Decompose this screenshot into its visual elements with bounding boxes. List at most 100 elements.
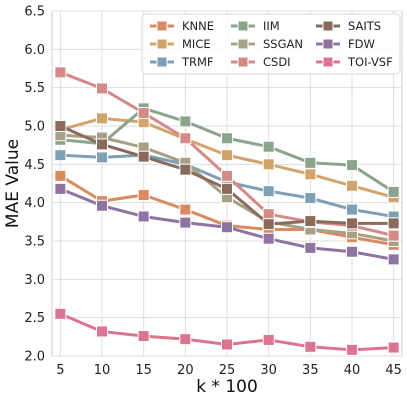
data-point-iim (387, 185, 400, 198)
data-point-csdi (96, 82, 108, 95)
data-point-trmf (262, 185, 275, 198)
legend-label: SAITS (348, 19, 381, 33)
data-point-fdw (54, 182, 67, 195)
data-point-mice (221, 149, 233, 162)
data-point-fdw (137, 210, 150, 223)
data-point-saits (304, 215, 317, 228)
data-point-knne (54, 169, 67, 182)
legend-swatch-marker (156, 38, 168, 50)
y-tick-label: 5.5 (24, 81, 45, 96)
legend-item-toi-vsf: TOI-VSF (316, 55, 393, 69)
data-point-saits (179, 163, 192, 176)
x-tick-label: 10 (94, 363, 111, 378)
legend-item-trmf: TRMF (150, 55, 214, 69)
data-point-toi-vsf (96, 325, 108, 338)
data-point-toi-vsf (137, 330, 150, 343)
legend-swatch-marker (237, 20, 249, 32)
x-tick-label: 45 (385, 363, 402, 378)
data-point-fdw (179, 216, 192, 229)
series-csdi (54, 66, 400, 242)
data-point-saits (262, 218, 275, 231)
data-point-iim (221, 132, 233, 145)
x-tick-label: 30 (260, 363, 277, 378)
legend-item-csdi: CSDI (231, 55, 291, 69)
data-point-fdw (346, 245, 358, 258)
data-point-toi-vsf (346, 343, 358, 356)
data-point-saits (96, 138, 108, 151)
data-point-trmf (346, 203, 358, 216)
y-tick-label: 3.0 (24, 273, 45, 288)
y-tick-label: 5.0 (24, 120, 45, 135)
legend-swatch-marker (237, 38, 249, 50)
series-toi-vsf (54, 307, 400, 356)
data-point-iim (179, 115, 192, 128)
data-point-iim (304, 156, 317, 169)
data-point-csdi (221, 169, 233, 182)
legend-item-iim: IIM (231, 19, 280, 33)
y-tick-label: 4.0 (24, 196, 45, 211)
x-tick-label: 5 (56, 363, 64, 378)
y-tick-label: 4.5 (24, 158, 45, 173)
data-point-iim (346, 159, 358, 172)
x-tick-label: 35 (302, 363, 319, 378)
data-point-csdi (137, 106, 150, 119)
data-point-toi-vsf (54, 307, 67, 320)
y-axis-label: MAE Value (3, 139, 23, 228)
y-tick-label: 6.0 (24, 43, 45, 58)
x-tick-label: 20 (177, 363, 194, 378)
data-point-mice (346, 179, 358, 192)
y-tick-label: 6.5 (24, 5, 45, 20)
legend-item-mice: MICE (150, 37, 211, 51)
data-point-toi-vsf (221, 338, 233, 351)
data-point-toi-vsf (304, 340, 317, 353)
data-point-trmf (96, 151, 108, 164)
legend: KNNE MICE TRMF IIM SSGAN CSDI SAITS FDW TOI-VSF (141, 13, 401, 75)
data-point-iim (262, 140, 275, 153)
data-point-toi-vsf (262, 333, 275, 346)
x-tick-label: 15 (135, 363, 152, 378)
series-fdw (54, 182, 400, 266)
data-point-fdw (221, 221, 233, 234)
data-point-saits (221, 182, 233, 195)
data-point-toi-vsf (179, 333, 192, 346)
data-point-saits (387, 217, 400, 230)
x-tick-label: 40 (344, 363, 361, 378)
data-point-trmf (54, 149, 67, 162)
legend-box (141, 13, 401, 75)
legend-label: CSDI (263, 55, 291, 69)
data-point-csdi (179, 132, 192, 145)
data-point-csdi (387, 229, 400, 242)
y-axis-ticks: 2.0 2.5 3.0 3.5 4.0 4.5 5.0 5.5 6.0 6.5 (24, 5, 45, 365)
data-point-fdw (387, 253, 400, 266)
legend-label: TOI-VSF (347, 55, 393, 69)
legend-label: MICE (182, 37, 211, 51)
data-point-knne (137, 189, 150, 201)
data-point-knne (179, 203, 192, 216)
legend-swatch-marker (156, 20, 168, 32)
legend-label: TRMF (181, 55, 214, 69)
data-point-mice (96, 112, 108, 125)
legend-swatch-marker (322, 38, 334, 50)
legend-item-saits: SAITS (316, 19, 381, 33)
legend-swatch-marker (156, 56, 168, 68)
x-axis-ticks: 5 10 15 20 25 30 35 40 45 (56, 363, 402, 378)
legend-item-fdw: FDW (316, 37, 375, 51)
series-layer (54, 66, 400, 356)
y-tick-label: 2.5 (24, 311, 45, 326)
data-point-fdw (262, 232, 275, 245)
x-tick-label: 25 (219, 363, 236, 378)
data-point-csdi (262, 208, 275, 221)
legend-item-knne: KNNE (150, 19, 214, 33)
data-point-mice (304, 168, 317, 181)
data-point-csdi (54, 66, 67, 79)
data-point-trmf (304, 192, 317, 205)
legend-item-ssgan: SSGAN (231, 37, 303, 51)
legend-swatch-marker (322, 56, 334, 68)
data-point-saits (54, 120, 67, 132)
data-point-mice (262, 158, 275, 171)
legend-label: FDW (348, 37, 375, 51)
y-tick-label: 2.0 (24, 350, 45, 365)
x-axis-label: k * 100 (196, 377, 258, 397)
data-point-fdw (96, 199, 108, 212)
